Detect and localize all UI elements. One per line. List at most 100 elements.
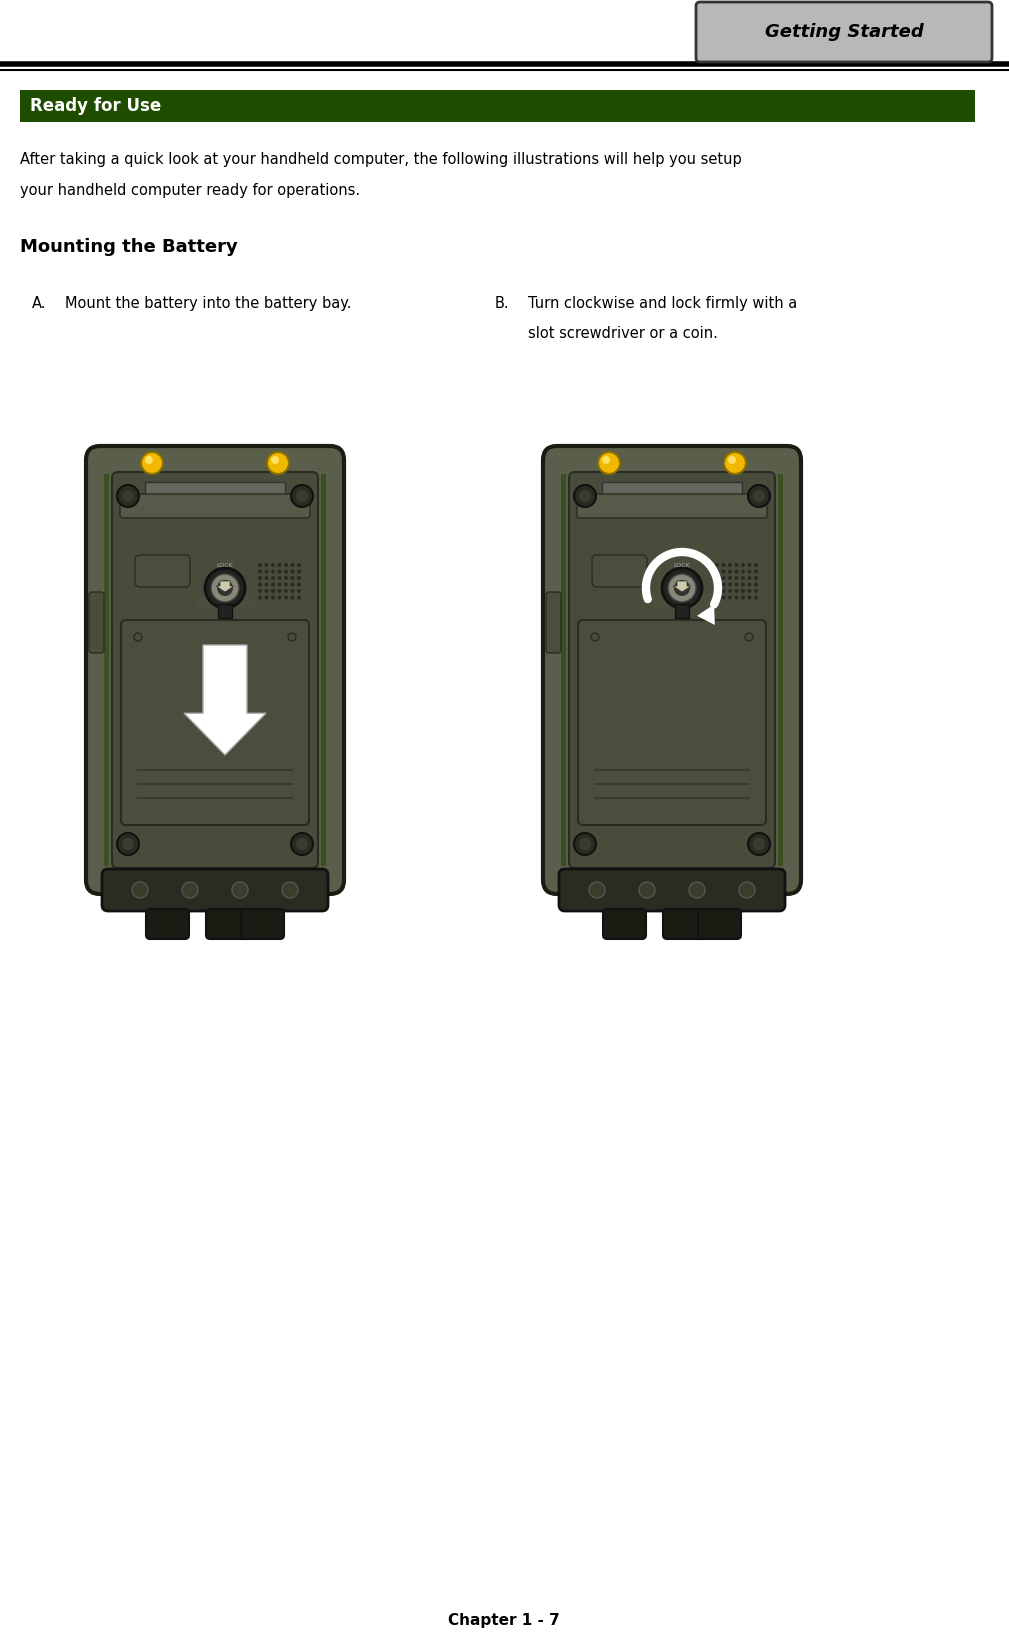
Circle shape bbox=[721, 570, 725, 573]
Circle shape bbox=[145, 456, 153, 464]
Circle shape bbox=[117, 485, 139, 507]
FancyBboxPatch shape bbox=[603, 910, 646, 939]
Circle shape bbox=[735, 570, 739, 573]
Circle shape bbox=[674, 580, 690, 596]
FancyBboxPatch shape bbox=[121, 621, 309, 826]
Circle shape bbox=[639, 882, 655, 898]
Circle shape bbox=[728, 456, 736, 464]
Circle shape bbox=[741, 583, 745, 586]
Circle shape bbox=[258, 576, 262, 580]
Circle shape bbox=[754, 589, 758, 593]
Text: Getting Started: Getting Started bbox=[765, 23, 923, 41]
Circle shape bbox=[754, 570, 758, 573]
Circle shape bbox=[264, 583, 268, 586]
Circle shape bbox=[754, 583, 758, 586]
Circle shape bbox=[728, 563, 732, 566]
Circle shape bbox=[748, 834, 770, 855]
Circle shape bbox=[284, 583, 288, 586]
Circle shape bbox=[721, 589, 725, 593]
Circle shape bbox=[277, 583, 282, 586]
Circle shape bbox=[721, 576, 725, 580]
Bar bbox=[321, 474, 326, 867]
Bar bbox=[778, 474, 783, 867]
Circle shape bbox=[264, 589, 268, 593]
Circle shape bbox=[182, 882, 198, 898]
Bar bbox=[602, 482, 742, 500]
Text: B.: B. bbox=[495, 296, 510, 310]
Circle shape bbox=[271, 563, 275, 566]
Circle shape bbox=[117, 834, 139, 855]
Circle shape bbox=[258, 596, 262, 599]
Text: your handheld computer ready for operations.: your handheld computer ready for operati… bbox=[20, 183, 360, 198]
FancyBboxPatch shape bbox=[577, 494, 767, 518]
Circle shape bbox=[741, 576, 745, 580]
Circle shape bbox=[735, 563, 739, 566]
Circle shape bbox=[271, 596, 275, 599]
Text: After taking a quick look at your handheld computer, the following illustrations: After taking a quick look at your handhe… bbox=[20, 152, 742, 167]
Text: Chapter 1 - 7: Chapter 1 - 7 bbox=[448, 1613, 560, 1628]
Circle shape bbox=[264, 576, 268, 580]
Circle shape bbox=[291, 563, 295, 566]
Polygon shape bbox=[697, 604, 714, 626]
Circle shape bbox=[284, 576, 288, 580]
Circle shape bbox=[122, 490, 134, 502]
Circle shape bbox=[602, 456, 610, 464]
FancyBboxPatch shape bbox=[102, 868, 328, 911]
FancyBboxPatch shape bbox=[206, 910, 249, 939]
Circle shape bbox=[745, 632, 753, 641]
FancyBboxPatch shape bbox=[146, 910, 189, 939]
Circle shape bbox=[297, 596, 301, 599]
Circle shape bbox=[277, 576, 282, 580]
Text: Mount the battery into the battery bay.: Mount the battery into the battery bay. bbox=[65, 296, 351, 310]
Circle shape bbox=[741, 589, 745, 593]
Polygon shape bbox=[673, 581, 691, 593]
Circle shape bbox=[132, 882, 148, 898]
FancyBboxPatch shape bbox=[543, 446, 801, 893]
FancyBboxPatch shape bbox=[112, 472, 318, 868]
Circle shape bbox=[753, 839, 765, 850]
Circle shape bbox=[258, 589, 262, 593]
Circle shape bbox=[754, 596, 758, 599]
Circle shape bbox=[721, 596, 725, 599]
FancyBboxPatch shape bbox=[696, 2, 992, 63]
Circle shape bbox=[122, 839, 134, 850]
Circle shape bbox=[297, 563, 301, 566]
FancyBboxPatch shape bbox=[698, 910, 741, 939]
Circle shape bbox=[748, 563, 752, 566]
Circle shape bbox=[754, 563, 758, 566]
Circle shape bbox=[589, 882, 605, 898]
Circle shape bbox=[291, 834, 313, 855]
Circle shape bbox=[728, 596, 732, 599]
Bar bbox=[675, 604, 689, 617]
Circle shape bbox=[715, 563, 719, 566]
FancyBboxPatch shape bbox=[546, 593, 561, 654]
Circle shape bbox=[735, 576, 739, 580]
Circle shape bbox=[134, 632, 142, 641]
Circle shape bbox=[284, 596, 288, 599]
Circle shape bbox=[741, 596, 745, 599]
Circle shape bbox=[748, 596, 752, 599]
FancyBboxPatch shape bbox=[663, 910, 706, 939]
Circle shape bbox=[735, 583, 739, 586]
Circle shape bbox=[741, 570, 745, 573]
Circle shape bbox=[258, 570, 262, 573]
Circle shape bbox=[735, 589, 739, 593]
Circle shape bbox=[291, 570, 295, 573]
Text: Turn clockwise and lock firmly with a: Turn clockwise and lock firmly with a bbox=[528, 296, 797, 310]
Circle shape bbox=[574, 834, 596, 855]
Circle shape bbox=[724, 452, 746, 474]
Circle shape bbox=[715, 589, 719, 593]
Circle shape bbox=[284, 589, 288, 593]
Circle shape bbox=[721, 563, 725, 566]
Circle shape bbox=[267, 452, 289, 474]
Circle shape bbox=[291, 589, 295, 593]
Circle shape bbox=[579, 490, 591, 502]
Circle shape bbox=[728, 589, 732, 593]
Circle shape bbox=[296, 839, 308, 850]
Circle shape bbox=[721, 583, 725, 586]
Circle shape bbox=[297, 576, 301, 580]
Circle shape bbox=[689, 882, 705, 898]
Circle shape bbox=[271, 570, 275, 573]
Circle shape bbox=[291, 485, 313, 507]
Circle shape bbox=[748, 589, 752, 593]
